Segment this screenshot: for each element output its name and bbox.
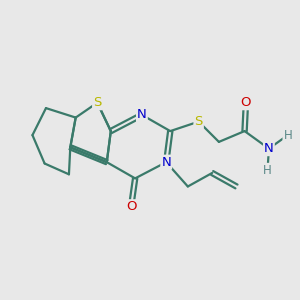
Text: S: S bbox=[93, 96, 101, 109]
Text: N: N bbox=[264, 142, 274, 155]
Text: O: O bbox=[241, 96, 251, 109]
Text: N: N bbox=[161, 156, 171, 169]
Text: S: S bbox=[194, 115, 203, 128]
Text: O: O bbox=[126, 200, 136, 213]
Text: H: H bbox=[263, 164, 272, 177]
Text: N: N bbox=[137, 108, 147, 122]
Text: H: H bbox=[284, 129, 292, 142]
